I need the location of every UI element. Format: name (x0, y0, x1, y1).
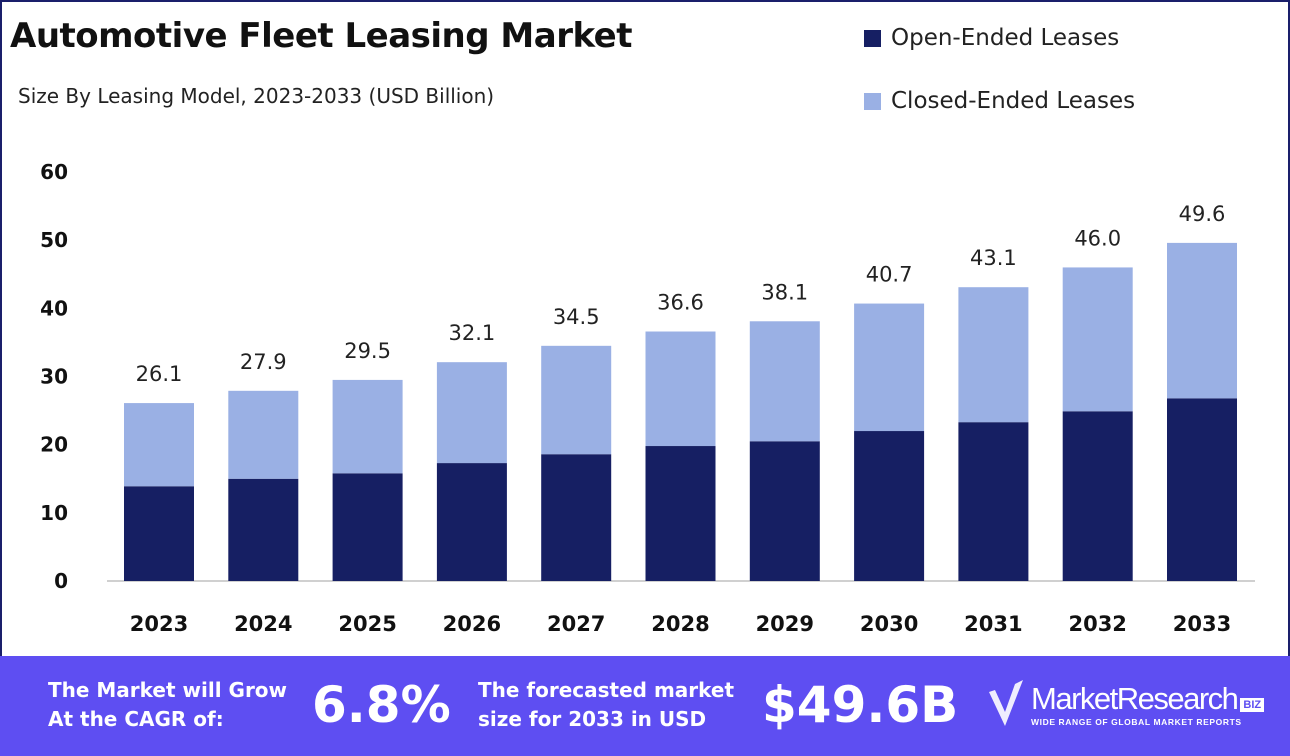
logo-biz: BIZ (1240, 697, 1265, 712)
bar-closed-ended-leases-2032 (1062, 267, 1133, 412)
bar-open-ended-leases-2027 (541, 454, 612, 581)
bar-open-ended-leases-2028 (645, 446, 716, 581)
data-label: 26.1 (136, 362, 183, 386)
bar-open-ended-leases-2032 (1062, 411, 1133, 581)
x-tick-label: 2027 (547, 612, 605, 636)
legend-swatch-closed-ended (864, 92, 881, 110)
legend-label: Closed-Ended Leases (891, 88, 1136, 114)
y-tick-label: 30 (40, 365, 68, 389)
chart-plot: 010203040506026.1202327.9202429.5202532.… (40, 160, 1255, 636)
y-tick-label: 60 (40, 160, 68, 184)
bar-closed-ended-leases-2025 (332, 379, 403, 474)
bar-closed-ended-leases-2028 (645, 331, 716, 447)
bar-closed-ended-leases-2033 (1167, 242, 1237, 399)
data-label: 46.0 (1074, 226, 1121, 250)
bar-open-ended-leases-2024 (228, 478, 299, 581)
cagr-label: The Market will Grow At the CAGR of: (48, 678, 288, 731)
bar-open-ended-leases-2025 (332, 473, 403, 581)
logo-name: MarketResearch (1031, 681, 1239, 716)
bar-closed-ended-leases-2024 (228, 390, 299, 479)
x-tick-label: 2030 (860, 612, 918, 636)
marketresearch-logo: MarketResearch BIZ WIDE RANGE OF GLOBAL M… (985, 674, 1285, 734)
bar-open-ended-leases-2029 (749, 441, 820, 581)
chart-subtitle: Size By Leasing Model, 2023-2033 (USD Bi… (18, 84, 495, 108)
bar-open-ended-leases-2033 (1167, 398, 1237, 581)
chart-title: Automotive Fleet Leasing Market (10, 16, 632, 56)
y-tick-label: 50 (40, 228, 68, 252)
x-tick-label: 2031 (964, 612, 1022, 636)
data-label: 36.6 (657, 291, 704, 315)
data-label: 29.5 (344, 339, 391, 363)
legend-item-closed-ended: Closed-Ended Leases (864, 85, 1135, 117)
bar-closed-ended-leases-2023 (124, 403, 194, 487)
bar-closed-ended-leases-2030 (854, 303, 925, 432)
footer-banner: The Market will Grow At the CAGR of: 6.8… (0, 656, 1290, 756)
x-tick-label: 2032 (1068, 612, 1126, 636)
legend-item-open-ended: Open-Ended Leases (864, 22, 1135, 54)
x-tick-label: 2033 (1173, 612, 1231, 636)
data-label: 32.1 (449, 321, 496, 345)
bar-closed-ended-leases-2027 (541, 345, 612, 455)
x-tick-label: 2023 (130, 612, 188, 636)
legend-label: Open-Ended Leases (891, 25, 1120, 51)
x-tick-label: 2024 (234, 612, 292, 636)
bar-open-ended-leases-2031 (958, 422, 1029, 581)
bar-closed-ended-leases-2029 (749, 321, 820, 442)
data-label: 38.1 (761, 280, 808, 304)
forecast-value: $49.6B (762, 676, 959, 734)
data-label: 27.9 (240, 350, 287, 374)
y-tick-label: 40 (40, 296, 68, 320)
data-label: 34.5 (553, 305, 600, 329)
y-tick-label: 0 (54, 569, 68, 593)
data-label: 43.1 (970, 246, 1017, 270)
x-tick-label: 2025 (338, 612, 396, 636)
logo-tagline: WIDE RANGE OF GLOBAL MARKET REPORTS (1031, 717, 1242, 727)
data-label: 49.6 (1179, 202, 1226, 226)
x-tick-label: 2028 (651, 612, 709, 636)
legend: Open-Ended Leases Closed-Ended Leases (864, 22, 1135, 148)
x-tick-label: 2029 (756, 612, 814, 636)
forecast-label: The forecasted market size for 2033 in U… (478, 678, 735, 731)
bar-closed-ended-leases-2026 (436, 362, 507, 464)
data-label: 40.7 (866, 263, 913, 287)
legend-swatch-open-ended (864, 29, 881, 47)
cagr-value: 6.8% (312, 676, 451, 734)
bar-closed-ended-leases-2031 (958, 287, 1029, 423)
x-tick-label: 2026 (443, 612, 501, 636)
y-tick-label: 20 (40, 433, 68, 457)
bar-open-ended-leases-2030 (854, 431, 925, 581)
checkmark-logo-icon (989, 680, 1023, 726)
y-tick-label: 10 (40, 501, 68, 525)
bar-open-ended-leases-2023 (124, 486, 194, 581)
bar-open-ended-leases-2026 (436, 463, 507, 581)
